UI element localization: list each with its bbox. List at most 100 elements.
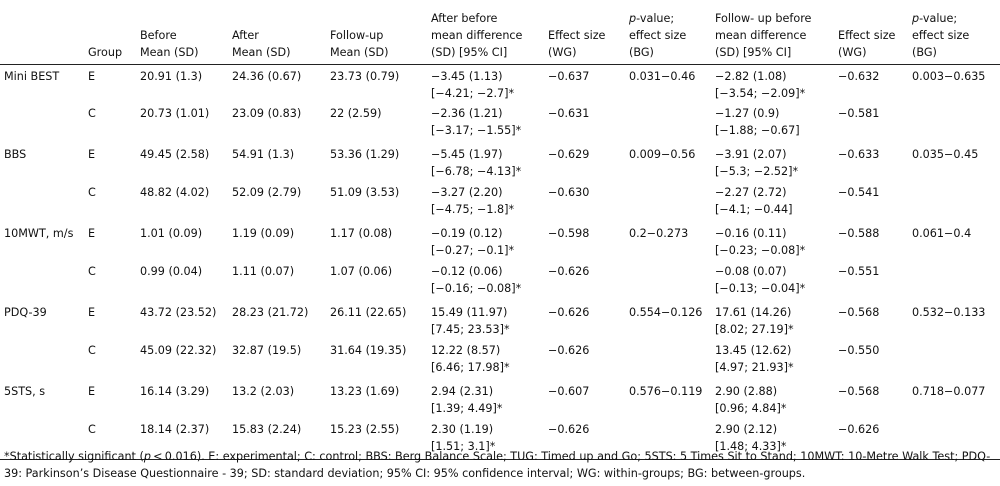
header-after: After Mean (SD) (228, 6, 326, 65)
after-cell: 32.87 (19.5) (232, 344, 302, 357)
followup-diff-cell: −0.08 (0.07) [−0.13; −0.04]* (715, 265, 806, 295)
table-row: 10MWT, m/s E 1.01 (0.09) 1.19 (0.09) 1.1… (0, 222, 1000, 260)
followup-diff-cell: −1.27 (0.9) [−1.88; −0.67] (715, 107, 800, 137)
measure-name (0, 418, 84, 460)
after-diff-cell: 2.30 (1.19) [1.51; 3.1]* (427, 418, 544, 460)
followup-diff-cell: 2.90 (2.12) [1.48; 4.33]* (711, 418, 834, 460)
header-after-before-diff: After before mean difference (SD) [95% CI] (427, 6, 544, 65)
followup-cell: 22 (2.59) (330, 107, 382, 120)
pvalue-cell: 0.2−0.273 (629, 227, 689, 240)
after-diff-cell: −3.27 (2.20) [−4.75; −1.8]* (431, 186, 515, 216)
before-cell: 45.09 (22.32) (140, 344, 217, 357)
pvalue-cell: 0.532−0.133 (912, 306, 986, 319)
group-cell: E (88, 306, 96, 319)
effect-size-cell: −0.633 (838, 148, 880, 161)
effect-size-cell: −0.541 (838, 186, 880, 199)
measure-name: 10MWT, m/s (4, 227, 74, 240)
after-cell: 1.11 (0.07) (232, 265, 295, 278)
effect-size-cell: −0.626 (548, 344, 590, 357)
effect-size-cell: −0.607 (548, 385, 590, 398)
followup-cell: 13.23 (1.69) (330, 385, 400, 398)
after-diff-cell: 15.49 (11.97) [7.45; 23.53]* (431, 306, 510, 336)
pvalue-cell (625, 181, 711, 222)
after-diff-cell: −2.36 (1.21) [−3.17; −1.55]* (431, 107, 522, 137)
followup-cell: 1.07 (0.06) (330, 265, 393, 278)
table-row: C 0.99 (0.04) 1.11 (0.07) 1.07 (0.06) −0… (0, 260, 1000, 301)
pvalue-cell: 0.576−0.119 (629, 385, 703, 398)
pvalue-cell (908, 102, 1000, 143)
measure-name: 5STS, s (4, 385, 46, 398)
effect-size-cell: −0.568 (838, 385, 880, 398)
after-cell: 54.91 (1.3) (232, 148, 295, 161)
group-cell: C (88, 107, 96, 120)
group-cell: C (84, 418, 136, 460)
followup-diff-cell: −2.27 (2.72) [−4.1; −0.44] (715, 186, 793, 216)
pvalue-cell: 0.061−0.4 (912, 227, 972, 240)
header-effect-size-wg-1: Effect size (WG) (544, 6, 625, 65)
group-cell: E (88, 385, 96, 398)
measure-name: BBS (4, 148, 27, 161)
table-row: C 45.09 (22.32) 32.87 (19.5) 31.64 (19.3… (0, 339, 1000, 380)
table-row: Mini BEST E 20.91 (1.3) 24.36 (0.67) 23.… (0, 64, 1000, 102)
table-row: C 48.82 (4.02) 52.09 (2.79) 51.09 (3.53)… (0, 181, 1000, 222)
before-cell: 48.82 (4.02) (140, 186, 210, 199)
followup-cell: 51.09 (3.53) (330, 186, 400, 199)
measure-name (0, 102, 84, 143)
followup-cell: 15.23 (2.55) (326, 418, 427, 460)
followup-diff-cell: 13.45 (12.62) [4.97; 21.93]* (715, 344, 794, 374)
table-row: PDQ-39 E 43.72 (23.52) 28.23 (21.72) 26.… (0, 301, 1000, 339)
followup-diff-cell: 2.90 (2.88) [0.96; 4.84]* (715, 385, 787, 415)
after-cell: 15.83 (2.24) (228, 418, 326, 460)
effect-size-cell: −0.626 (548, 265, 590, 278)
followup-cell: 23.73 (0.79) (330, 69, 400, 83)
header-followup-before-diff: Follow- up before mean difference (SD) [95… (711, 6, 834, 65)
after-diff-cell: 2.94 (2.31) [1.39; 4.49]* (431, 385, 503, 415)
pvalue-cell (908, 260, 1000, 301)
header-measure (0, 6, 84, 65)
pvalue-cell (625, 418, 711, 460)
before-cell: 43.72 (23.52) (140, 306, 217, 319)
after-diff-cell: −0.19 (0.12) [−0.27; −0.1]* (431, 227, 515, 257)
measure-name: PDQ-39 (4, 306, 47, 319)
pvalue-cell (625, 339, 711, 380)
header-pvalue-bg-1: p-value; effect size (BG) (625, 6, 711, 65)
after-diff-cell: −3.45 (1.13) [−4.21; −2.7]* (431, 69, 515, 100)
followup-diff-cell: −0.16 (0.11) [−0.23; −0.08]* (715, 227, 806, 257)
pvalue-cell: 0.003−0.635 (912, 69, 986, 83)
before-cell: 0.99 (0.04) (140, 265, 203, 278)
header-followup: Follow-up Mean (SD) (326, 6, 427, 65)
effect-size-cell: −0.626 (544, 418, 625, 460)
before-cell: 1.01 (0.09) (140, 227, 203, 240)
before-cell: 18.14 (2.37) (136, 418, 228, 460)
after-diff-cell: −0.12 (0.06) [−0.16; −0.08]* (431, 265, 522, 295)
followup-diff-cell: −2.82 (1.08) [−3.54; −2.09]* (715, 69, 806, 100)
header-pvalue-bg-2: p-value; effect size (BG) (908, 6, 1000, 65)
effect-size-cell: −0.631 (548, 107, 590, 120)
table-row: BBS E 49.45 (2.58) 54.91 (1.3) 53.36 (1.… (0, 143, 1000, 181)
before-cell: 20.73 (1.01) (140, 107, 210, 120)
group-cell: E (88, 148, 96, 161)
measure-name: Mini BEST (4, 69, 60, 83)
group-cell: C (88, 265, 96, 278)
before-cell: 20.91 (1.3) (140, 69, 203, 83)
after-cell: 13.2 (2.03) (232, 385, 295, 398)
after-cell: 1.19 (0.09) (232, 227, 295, 240)
after-cell: 52.09 (2.79) (232, 186, 302, 199)
after-diff-cell: −5.45 (1.97) [−6.78; −4.13]* (431, 148, 522, 178)
followup-cell: 53.36 (1.29) (330, 148, 400, 161)
effect-size-cell: −0.551 (838, 265, 880, 278)
pvalue-cell (908, 418, 1000, 460)
followup-cell: 31.64 (19.35) (330, 344, 407, 357)
table-row: C 18.14 (2.37) 15.83 (2.24) 15.23 (2.55)… (0, 418, 1000, 460)
header-before: Before Mean (SD) (136, 6, 228, 65)
pvalue-cell: 0.718−0.077 (912, 385, 986, 398)
effect-size-cell: −0.637 (548, 69, 590, 83)
effect-size-cell: −0.598 (548, 227, 590, 240)
after-diff-cell: 12.22 (8.57) [6.46; 17.98]* (431, 344, 510, 374)
table-row: 5STS, s E 16.14 (3.29) 13.2 (2.03) 13.23… (0, 380, 1000, 418)
pvalue-cell: 0.554−0.126 (629, 306, 703, 319)
effect-size-cell: −0.581 (838, 107, 880, 120)
pvalue-cell: 0.035−0.45 (912, 148, 979, 161)
followup-cell: 26.11 (22.65) (330, 306, 407, 319)
